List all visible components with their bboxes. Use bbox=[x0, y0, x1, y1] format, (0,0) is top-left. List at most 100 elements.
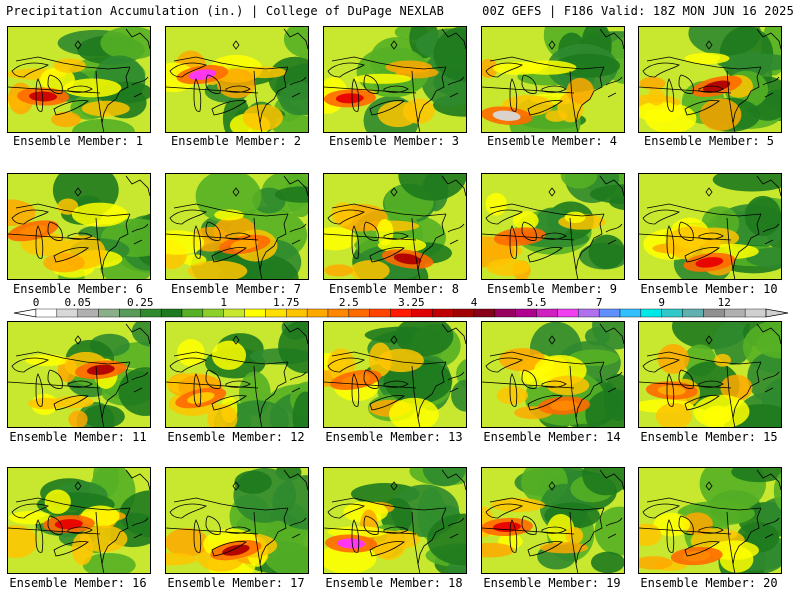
ensemble-member-map bbox=[481, 467, 625, 574]
precipitation-map bbox=[324, 468, 466, 573]
scale-tick-label: 1.75 bbox=[273, 296, 300, 309]
ensemble-member-map bbox=[165, 321, 309, 428]
scale-tick-label: 0.05 bbox=[64, 296, 91, 309]
scale-tick-label: 1 bbox=[220, 296, 227, 309]
scale-max-arrow bbox=[765, 308, 789, 318]
precipitation-map bbox=[482, 468, 624, 573]
precipitation-map bbox=[639, 174, 781, 279]
ensemble-member-map bbox=[7, 173, 151, 280]
ensemble-member-map bbox=[638, 173, 782, 280]
scale-tick-label: 5.5 bbox=[527, 296, 547, 309]
ensemble-member-label: Ensemble Member: 6 bbox=[12, 282, 144, 296]
scale-bin bbox=[640, 308, 662, 318]
precipitation-map bbox=[166, 468, 308, 573]
scale-bin bbox=[619, 308, 642, 318]
precipitation-map bbox=[324, 174, 466, 279]
scale-tick-label: 4 bbox=[471, 296, 478, 309]
scale-bin bbox=[661, 308, 683, 318]
scale-tick-label: 9 bbox=[658, 296, 665, 309]
ensemble-member-map bbox=[7, 467, 151, 574]
ensemble-member-map bbox=[7, 321, 151, 428]
ensemble-member-label: Ensemble Member: 8 bbox=[328, 282, 460, 296]
ensemble-member-label: Ensemble Member: 4 bbox=[486, 134, 618, 148]
ensemble-member-label: Ensemble Member: 13 bbox=[325, 430, 463, 444]
scale-bin bbox=[56, 308, 78, 318]
precipitation-map bbox=[482, 322, 624, 427]
ensemble-member-label: Ensemble Member: 19 bbox=[483, 576, 621, 590]
scale-bin bbox=[724, 308, 746, 318]
scale-bin bbox=[77, 308, 99, 318]
scale-bin bbox=[432, 308, 454, 318]
precipitation-map bbox=[324, 27, 466, 132]
scale-bin bbox=[369, 308, 391, 318]
scale-bin bbox=[744, 308, 767, 318]
scale-bin bbox=[703, 308, 725, 318]
scale-bin bbox=[411, 308, 433, 318]
scale-bin bbox=[160, 308, 183, 318]
scale-bin bbox=[536, 308, 558, 318]
scale-tick-label: 0 bbox=[33, 296, 40, 309]
scale-bin bbox=[181, 308, 204, 318]
scale-bin bbox=[682, 308, 704, 318]
ensemble-member-map bbox=[165, 467, 309, 574]
scale-bin bbox=[202, 308, 224, 318]
scale-bin bbox=[35, 308, 58, 318]
ensemble-member-label: Ensemble Member: 5 bbox=[643, 134, 775, 148]
scale-bin bbox=[598, 308, 621, 318]
ensemble-member-map bbox=[638, 467, 782, 574]
ensemble-member-map bbox=[323, 173, 467, 280]
precipitation-map bbox=[8, 322, 150, 427]
ensemble-member-map bbox=[323, 321, 467, 428]
precipitation-map bbox=[166, 174, 308, 279]
precipitation-map bbox=[639, 322, 781, 427]
ensemble-member-map bbox=[481, 26, 625, 133]
ensemble-member-label: Ensemble Member: 12 bbox=[167, 430, 305, 444]
ensemble-member-label: Ensemble Member: 20 bbox=[640, 576, 778, 590]
scale-tick-label: 0.25 bbox=[127, 296, 154, 309]
scale-bin bbox=[327, 308, 350, 318]
precipitation-map bbox=[166, 322, 308, 427]
scale-min-arrow bbox=[13, 308, 37, 318]
ensemble-member-label: Ensemble Member: 18 bbox=[325, 576, 463, 590]
scale-bin bbox=[98, 308, 120, 318]
precipitation-map bbox=[8, 468, 150, 573]
ensemble-member-map bbox=[323, 26, 467, 133]
scale-bin bbox=[452, 308, 475, 318]
ensemble-member-label: Ensemble Member: 3 bbox=[328, 134, 460, 148]
precipitation-map bbox=[324, 322, 466, 427]
scale-bin bbox=[306, 308, 329, 318]
ensemble-member-label: Ensemble Member: 9 bbox=[486, 282, 618, 296]
ensemble-member-label: Ensemble Member: 16 bbox=[9, 576, 147, 590]
scale-bin bbox=[223, 308, 245, 318]
ensemble-member-label: Ensemble Member: 2 bbox=[170, 134, 302, 148]
precipitation-map bbox=[166, 27, 308, 132]
scale-bin bbox=[140, 308, 162, 318]
ensemble-member-map bbox=[165, 26, 309, 133]
precipitation-map bbox=[639, 27, 781, 132]
ensemble-member-label: Ensemble Member: 10 bbox=[640, 282, 778, 296]
ensemble-member-label: Ensemble Member: 14 bbox=[483, 430, 621, 444]
ensemble-member-map bbox=[638, 26, 782, 133]
ensemble-member-map bbox=[638, 321, 782, 428]
scale-bin bbox=[119, 308, 141, 318]
scale-bin bbox=[244, 308, 266, 318]
scale-bin bbox=[390, 308, 412, 318]
scale-bin bbox=[265, 308, 287, 318]
chart-title: Precipitation Accumulation (in.) | Colle… bbox=[6, 4, 445, 18]
scale-tick-label: 12 bbox=[718, 296, 731, 309]
ensemble-member-map bbox=[7, 26, 151, 133]
precipitation-map bbox=[8, 174, 150, 279]
ensemble-member-map bbox=[481, 173, 625, 280]
scale-tick-label: 2.5 bbox=[339, 296, 359, 309]
ensemble-member-label: Ensemble Member: 11 bbox=[9, 430, 147, 444]
ensemble-member-label: Ensemble Member: 7 bbox=[170, 282, 302, 296]
ensemble-member-map bbox=[323, 467, 467, 574]
scale-bin bbox=[473, 308, 496, 318]
scale-bin bbox=[494, 308, 516, 318]
ensemble-member-map bbox=[165, 173, 309, 280]
scale-bin bbox=[348, 308, 370, 318]
precipitation-map bbox=[8, 27, 150, 132]
precipitation-map bbox=[482, 174, 624, 279]
scale-bin bbox=[557, 308, 579, 318]
precipitation-map bbox=[639, 468, 781, 573]
